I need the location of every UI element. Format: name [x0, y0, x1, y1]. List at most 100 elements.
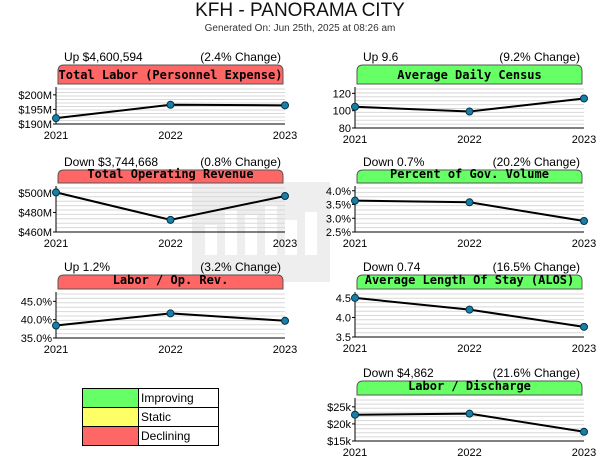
chart-title-banner [57, 64, 284, 85]
y-tick-label: 3.5% [326, 200, 351, 212]
y-tick-label: 80 [339, 123, 351, 135]
x-tick-label: 2021 [44, 238, 68, 250]
chart-panel: Up 1.2% (3.2% Change)Labor / Op. Rev. 35.0… [21, 260, 297, 356]
chart-title: Labor / Op. Rev. [113, 273, 229, 287]
legend-item-static: Static [83, 408, 218, 427]
data-point [52, 321, 60, 330]
data-point [465, 409, 474, 418]
legend-label-declining: Declining [141, 429, 191, 443]
data-point [281, 101, 289, 110]
data-point [281, 192, 289, 201]
x-tick-label: 2021 [343, 447, 367, 459]
change-summary: Up 1.2% [64, 260, 110, 274]
chart-title: Percent of Gov. Volume [390, 167, 549, 181]
page-title: KFH - PANORAMA CITY [195, 0, 405, 21]
data-point [465, 305, 474, 314]
chart-panel: Down $3,744,668 (0.8% Change)Total Operat… [18, 155, 297, 250]
data-point [351, 410, 359, 419]
legend-item-improving: Improving [83, 389, 218, 408]
y-tick-label: $15k [327, 436, 351, 448]
change-percent: (3.2% Change) [200, 260, 281, 274]
legend-swatch-improving [83, 389, 139, 407]
y-tick-label: $460M [18, 227, 52, 239]
x-tick-label: 2021 [343, 343, 367, 355]
y-tick-label: $20k [327, 419, 351, 431]
change-percent: (16.5% Change) [493, 260, 580, 274]
x-tick-label: 2021 [343, 238, 367, 250]
data-point [580, 322, 588, 331]
y-tick-label: 45.0% [21, 296, 52, 308]
legend: Improving Static Declining [82, 388, 219, 446]
x-tick-label: 2021 [343, 134, 367, 146]
y-tick-label: $480M [18, 207, 52, 219]
data-point [580, 217, 588, 225]
y-tick-label: 3.5 [336, 332, 351, 344]
x-tick-label: 2021 [44, 344, 68, 356]
x-tick-label: 2022 [158, 238, 182, 250]
y-tick-label: 35.0% [21, 333, 52, 345]
x-tick-label: 2023 [273, 344, 297, 356]
change-percent: (0.8% Change) [200, 155, 281, 169]
y-tick-label: 4.0 [336, 312, 351, 324]
data-point [580, 427, 588, 436]
change-percent: (2.4% Change) [200, 50, 281, 64]
chart-title-banner [356, 64, 583, 85]
legend-swatch-declining [83, 427, 139, 445]
x-tick-label: 2022 [158, 344, 182, 356]
data-point [465, 107, 474, 116]
legend-label-static: Static [141, 410, 172, 424]
y-tick-label: $190M [18, 119, 52, 131]
change-percent: (21.6% Change) [493, 366, 580, 380]
data-point [166, 100, 175, 109]
y-tick-label: 100 [333, 106, 351, 118]
x-tick-label: 2023 [572, 447, 596, 459]
legend-swatch-static [83, 408, 139, 426]
x-tick-label: 2023 [572, 134, 596, 146]
x-tick-label: 2023 [572, 343, 596, 355]
y-tick-label: $25k [327, 402, 351, 414]
data-point [465, 198, 474, 207]
data-point [351, 293, 359, 302]
chart-panel: Down 0.7% (20.2% Change)Percent of Gov. V… [326, 155, 596, 250]
data-point [52, 114, 60, 123]
chart-title-banner [57, 274, 284, 290]
chart-panel: Down 0.74 (16.5% Change)Average Length Of… [336, 260, 597, 355]
y-tick-label: 3.0% [326, 213, 351, 225]
legend-label-improving: Improving [141, 391, 194, 405]
chart-title-banner [356, 274, 583, 290]
chart-title-banner [356, 380, 583, 396]
data-point [52, 188, 60, 197]
chart-title: Total Operating Revenue [87, 167, 253, 181]
data-point [166, 215, 175, 224]
y-tick-label: $500M [18, 188, 52, 200]
chart-title: Labor / Discharge [408, 379, 531, 393]
chart-title-banner [57, 169, 284, 184]
change-summary: Up 9.6 [363, 50, 399, 64]
y-tick-label: 40.0% [21, 315, 52, 327]
y-tick-label: 120 [333, 88, 351, 100]
data-point [351, 196, 359, 205]
chart-panel: Up $4,600,594 (2.4% Change) Total Labor (P… [18, 50, 297, 142]
chart-title: Total Labor (Personnel Expense) [59, 68, 283, 82]
x-tick-label: 2023 [572, 238, 596, 250]
data-point [281, 316, 289, 325]
x-tick-label: 2022 [457, 447, 481, 459]
x-tick-label: 2022 [457, 343, 481, 355]
change-percent: (9.2% Change) [499, 50, 580, 64]
x-tick-label: 2023 [273, 238, 297, 250]
x-tick-label: 2022 [457, 238, 481, 250]
change-summary: Down 0.74 [363, 260, 421, 274]
x-tick-label: 2022 [158, 130, 182, 142]
data-point [580, 94, 588, 103]
chart-title-banner [356, 169, 583, 184]
x-tick-label: 2023 [273, 130, 297, 142]
legend-item-declining: Declining [83, 427, 218, 445]
change-summary: Down $4,862 [363, 366, 434, 380]
change-percent: (20.2% Change) [493, 155, 580, 169]
chart-panel: Up 9.6 (9.2% Change) Average Daily Census 8… [333, 50, 597, 146]
y-tick-label: 4.0% [326, 186, 351, 198]
change-summary: Down 0.7% [363, 155, 425, 169]
chart-panel: Down $4,862 (21.6% Change)Labor / Dischar… [327, 366, 596, 459]
data-point [351, 102, 359, 111]
change-summary: Down $3,744,668 [64, 155, 158, 169]
